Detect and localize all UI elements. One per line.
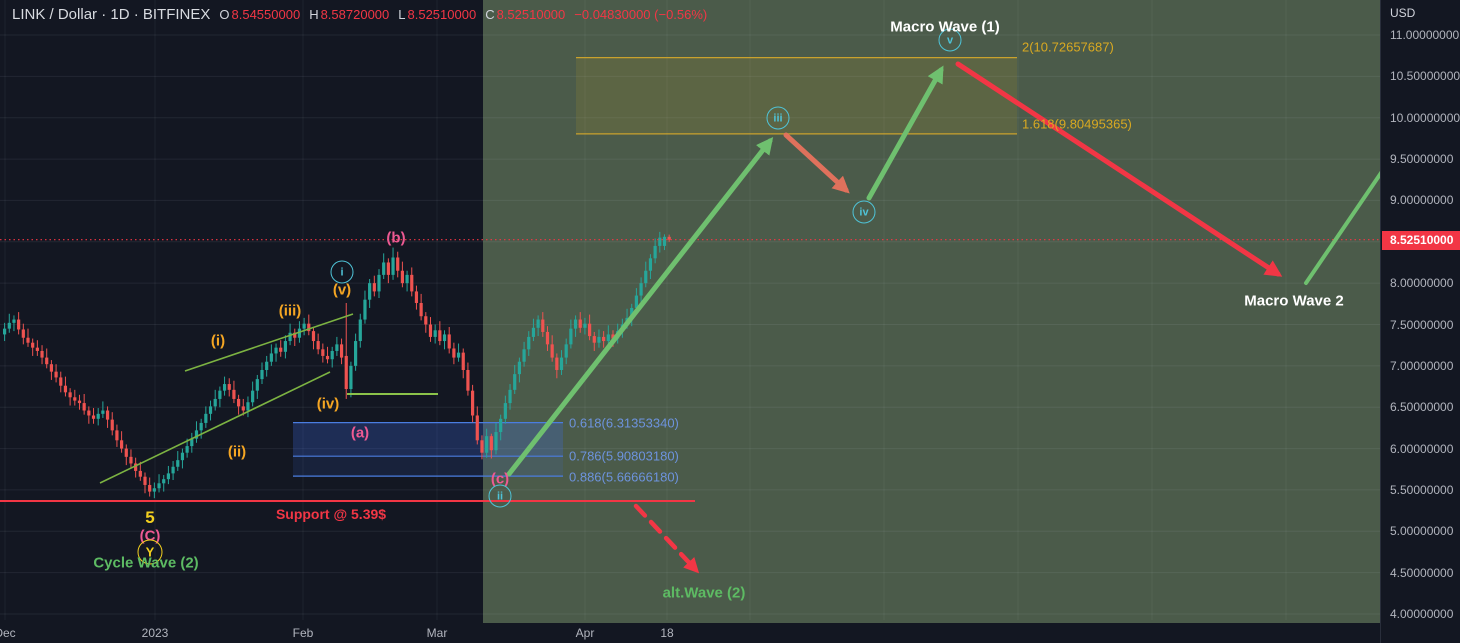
price-tick-label: 5.50000000 <box>1390 482 1454 497</box>
price-tick-label: 11.00000000 <box>1390 28 1460 42</box>
impulse-arrow-wave5-up[interactable] <box>866 65 944 201</box>
time-tick-label: Apr <box>575 626 595 640</box>
time-tick-label: Dec <box>0 626 16 640</box>
symbol-title[interactable]: LINK / Dollar · 1D · BITFINEX <box>12 6 211 23</box>
low-value: 8.52510000 <box>407 7 477 22</box>
time-tick-label: 18 <box>660 626 674 640</box>
upper-trendline[interactable] <box>184 313 354 372</box>
time-tick-label: 2023 <box>141 626 169 640</box>
price-tick-label: 9.50000000 <box>1390 152 1454 167</box>
circled-wave-y[interactable]: Y <box>137 539 163 565</box>
currency-label: USD <box>1390 6 1416 20</box>
wave-label-iv[interactable]: (iv) <box>316 395 340 413</box>
macro-wave3-arrow-up[interactable] <box>1304 170 1380 285</box>
wave-label-i[interactable]: (i) <box>210 332 226 350</box>
trend-channel[interactable] <box>99 313 438 484</box>
circled-wave-ii[interactable]: ii <box>488 484 512 508</box>
price-tick-label: 8.00000000 <box>1390 276 1454 291</box>
price-tick-label: 10.50000000 <box>1390 69 1460 84</box>
open-value: 8.54550000 <box>231 7 301 22</box>
cycle-wave-label[interactable]: Cycle Wave (2) <box>93 554 199 572</box>
macro-wave-1-label[interactable]: Macro Wave (1) <box>890 18 1000 36</box>
price-lines-layer[interactable] <box>0 239 1380 503</box>
wave-label-ii[interactable]: (ii) <box>227 443 247 461</box>
fib-0618-label[interactable]: 0.618(6.31353340) <box>569 415 679 431</box>
price-tick-label: 7.50000000 <box>1390 317 1454 332</box>
price-tick-label: 10.00000000 <box>1390 110 1460 125</box>
wave-label-c[interactable]: (c) <box>490 470 510 488</box>
symbol-legend: LINK / Dollar · 1D · BITFINEX O 8.545500… <box>12 6 707 23</box>
impulse-arrow-wave3-up[interactable] <box>506 136 774 477</box>
support-label[interactable]: Support @ 5.39$ <box>275 506 387 522</box>
low-label: L <box>398 7 406 22</box>
wave-label-v[interactable]: (v) <box>332 281 352 299</box>
close-label: C <box>485 7 495 22</box>
price-tick-label: 4.00000000 <box>1390 607 1454 621</box>
candles-layer <box>3 231 671 499</box>
fib-ext-2-label[interactable]: 2(10.72657687) <box>1022 39 1114 55</box>
price-tick-label: 6.50000000 <box>1390 400 1454 415</box>
close-value: 8.52510000 <box>496 7 566 22</box>
price-tick-label: 9.00000000 <box>1390 193 1454 208</box>
price-tick-label: 6.00000000 <box>1390 441 1454 456</box>
wave-label-iii[interactable]: (iii) <box>278 302 302 320</box>
high-label: H <box>309 7 319 22</box>
circled-wave-iv[interactable]: iv <box>852 200 876 224</box>
fib-zones-layer[interactable] <box>293 56 1017 477</box>
current-price-badge: 8.52510000 <box>1382 230 1460 250</box>
circled-wave-i-left[interactable]: i <box>330 260 354 284</box>
alt-wave-label[interactable]: alt.Wave (2) <box>662 584 746 602</box>
time-axis[interactable]: Dec 2023 Feb Mar Apr 18 <box>0 620 1380 643</box>
time-tick-label: Feb <box>292 626 314 640</box>
wave-arrows[interactable] <box>506 61 1380 574</box>
time-tick-label: Mar <box>426 626 448 640</box>
fib-0886-label[interactable]: 0.886(5.66666180) <box>569 469 679 485</box>
circled-wave-v[interactable]: v <box>938 28 962 52</box>
price-tick-label: 7.00000000 <box>1390 358 1454 373</box>
lower-trendline[interactable] <box>99 371 331 484</box>
fib-ext-1618-label[interactable]: 1.618(9.80495365) <box>1022 116 1132 132</box>
price-tick-label: 4.50000000 <box>1390 565 1454 580</box>
price-tick-label: 5.00000000 <box>1390 524 1454 539</box>
price-axis[interactable]: USD 11.00000000 10.50000000 10.00000000 9.5… <box>1380 0 1460 643</box>
wave-label-five[interactable]: 5 <box>145 508 155 527</box>
fib-0786-label[interactable]: 0.786(5.90803180) <box>569 448 679 464</box>
open-label: O <box>219 7 230 22</box>
chart-canvas[interactable] <box>0 0 1380 620</box>
high-value: 8.58720000 <box>320 7 390 22</box>
change-value: −0.04830000 (−0.56%) <box>574 7 708 22</box>
alt-wave2-dashed-arrow[interactable] <box>633 503 700 574</box>
macro-wave2-arrow-down[interactable] <box>955 61 1283 277</box>
wave-label-b[interactable]: (b) <box>386 229 406 247</box>
macro-wave-2-label[interactable]: Macro Wave 2 <box>1244 292 1344 310</box>
wave-label-a[interactable]: (a) <box>350 424 370 442</box>
circled-wave-iii[interactable]: iii <box>766 106 790 130</box>
correction-arrow-wave4-down[interactable] <box>783 132 850 194</box>
